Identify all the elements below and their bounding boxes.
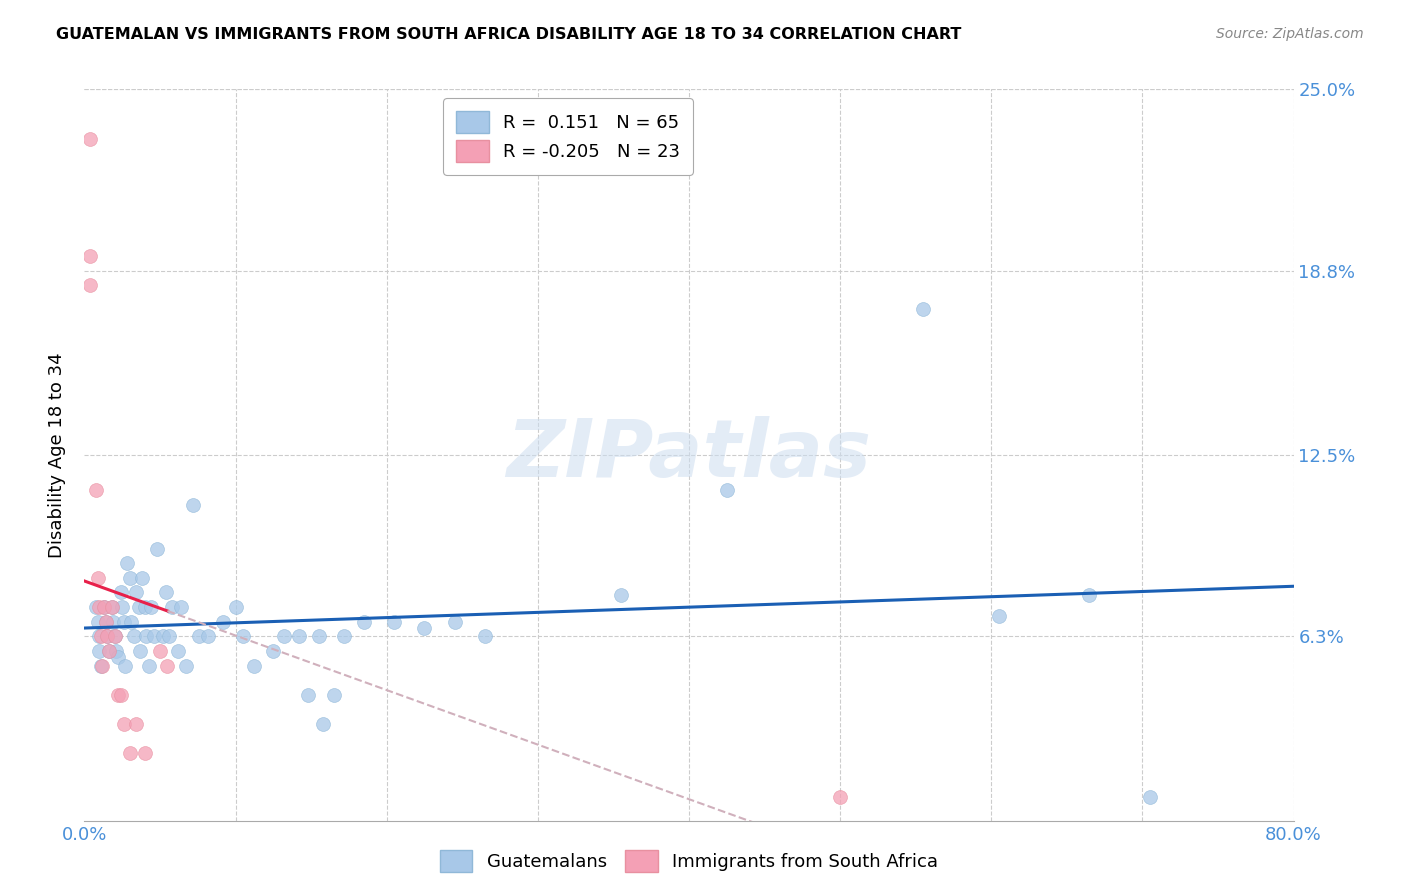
Point [312, 717, 335, 731]
Point [830, 790, 852, 805]
Point [104, 629, 127, 643]
Point [89, 600, 111, 615]
Point [122, 629, 145, 643]
Point [104, 629, 127, 643]
Point [139, 600, 162, 615]
Point [96, 629, 118, 643]
Point [138, 658, 160, 673]
Point [110, 688, 132, 702]
Text: GUATEMALAN VS IMMIGRANTS FROM SOUTH AFRICA DISABILITY AGE 18 TO 34 CORRELATION C: GUATEMALAN VS IMMIGRANTS FROM SOUTH AFRI… [56, 27, 962, 42]
Point [89, 629, 111, 643]
Point [170, 600, 193, 615]
Point [288, 629, 311, 643]
Point [197, 629, 219, 643]
Point [188, 629, 211, 643]
Point [107, 688, 129, 702]
Text: ZIPatlas: ZIPatlas [506, 416, 872, 494]
Point [322, 688, 344, 702]
Point [79, 249, 101, 263]
Point [111, 600, 134, 615]
Point [125, 717, 148, 731]
Point [94, 615, 117, 629]
Point [91, 658, 114, 673]
Point [262, 644, 284, 658]
Point [353, 615, 375, 629]
Point [128, 600, 150, 615]
Point [120, 615, 142, 629]
Point [110, 585, 132, 599]
Point [134, 747, 156, 761]
Point [134, 600, 156, 615]
Point [114, 658, 136, 673]
Point [181, 498, 204, 512]
Point [97, 644, 120, 658]
Point [118, 571, 141, 585]
Point [100, 600, 122, 615]
Point [242, 658, 264, 673]
Point [107, 649, 129, 664]
Point [155, 585, 177, 599]
Point [100, 600, 122, 615]
Point [297, 688, 319, 702]
Point [118, 747, 141, 761]
Point [112, 615, 135, 629]
Point [174, 658, 197, 673]
Point [1139, 790, 1161, 805]
Point [152, 629, 174, 643]
Point [112, 717, 135, 731]
Point [105, 644, 128, 658]
Point [142, 629, 165, 643]
Point [443, 615, 465, 629]
Point [232, 629, 254, 643]
Point [1078, 588, 1101, 602]
Point [156, 658, 179, 673]
Point [93, 600, 115, 615]
Point [86, 483, 108, 497]
Point [87, 571, 110, 585]
Point [93, 600, 115, 615]
Point [89, 644, 111, 658]
Legend: Guatemalans, Immigrants from South Africa: Guatemalans, Immigrants from South Afric… [430, 841, 948, 881]
Point [96, 629, 118, 643]
Point [129, 644, 152, 658]
Point [94, 615, 117, 629]
Point [146, 541, 169, 556]
Point [160, 600, 183, 615]
Point [610, 588, 633, 602]
Point [86, 600, 108, 615]
Point [79, 278, 101, 293]
Point [382, 615, 405, 629]
Point [716, 483, 738, 497]
Point [131, 571, 153, 585]
Point [308, 629, 330, 643]
Point [912, 301, 935, 316]
Point [157, 629, 180, 643]
Point [273, 629, 295, 643]
Point [135, 629, 157, 643]
Point [225, 600, 247, 615]
Point [115, 556, 138, 570]
Point [90, 658, 112, 673]
Point [101, 615, 124, 629]
Point [79, 132, 101, 146]
Point [474, 629, 496, 643]
Point [413, 621, 436, 635]
Point [87, 615, 110, 629]
Point [167, 644, 190, 658]
Point [333, 629, 356, 643]
Point [97, 644, 120, 658]
Text: Source: ZipAtlas.com: Source: ZipAtlas.com [1216, 27, 1364, 41]
Point [149, 644, 172, 658]
Point [90, 629, 112, 643]
Point [125, 585, 148, 599]
Y-axis label: Disability Age 18 to 34: Disability Age 18 to 34 [48, 352, 66, 558]
Point [212, 615, 235, 629]
Point [987, 608, 1010, 623]
